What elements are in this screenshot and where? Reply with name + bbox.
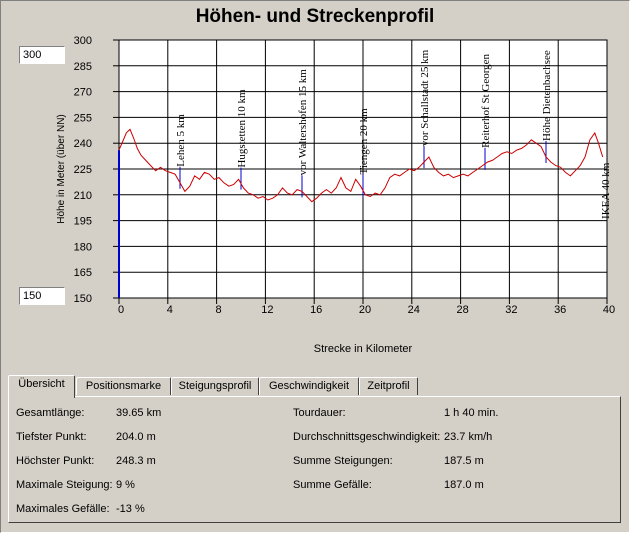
marker-label: Tiengen 20 km <box>358 108 370 175</box>
y-tick-label: 300 <box>74 35 92 47</box>
y-tick-label: 225 <box>74 164 92 176</box>
marker-label: vor Schallstadt 25 km <box>419 49 431 146</box>
y-tick-label: 195 <box>74 216 92 228</box>
chart-tick-labels: 0 4 8 12 16 20 24 28 32 36 40 300 285 270 255 240 225 210… <box>74 35 615 316</box>
tab-geschwindigkeit[interactable]: Geschwindigkeit <box>259 377 359 395</box>
stat-label: Tiefster Punkt: <box>16 431 87 443</box>
stat-label: Summe Gefälle: <box>293 479 372 491</box>
elevation-chart: 0 4 8 12 16 20 24 28 32 36 40 300 285 270 255 240 225 210… <box>56 35 615 355</box>
chart-grid <box>113 39 608 304</box>
x-tick-label: 36 <box>554 304 566 316</box>
stat-value: 9 % <box>116 479 135 491</box>
stat-label: Durchschnittsgeschwindigkeit: <box>293 431 441 443</box>
x-tick-label: 32 <box>505 304 517 316</box>
marker-label: Lehen 5 km <box>175 114 187 167</box>
y-max-input[interactable]: 300 <box>19 46 65 64</box>
stat-value: 248.3 m <box>116 455 156 467</box>
tab-steigungsprofil[interactable]: Steigungsprofil <box>171 377 259 395</box>
tab-uebersicht[interactable]: Übersicht <box>8 375 75 398</box>
stat-value: 23.7 km/h <box>444 431 493 443</box>
y-tick-label: 255 <box>74 112 92 124</box>
tab-zeitprofil[interactable]: Zeitprofil <box>359 377 418 395</box>
stat-label: Maximale Steigung: <box>16 479 113 491</box>
stat-value: 204.0 m <box>116 431 156 443</box>
stat-value: 187.0 m <box>444 479 484 491</box>
y-axis-label: Höhe in Meter (über NN) <box>56 114 67 223</box>
stat-value: 187.5 m <box>444 455 484 467</box>
tab-positionsmarke[interactable]: Positionsmarke <box>76 377 171 395</box>
x-tick-label: 4 <box>167 304 173 316</box>
x-tick-label: 40 <box>603 304 615 316</box>
stat-label: Maximales Gefälle: <box>16 503 110 515</box>
y-tick-label: 285 <box>74 61 92 73</box>
y-tick-label: 180 <box>74 241 92 253</box>
y-tick-label: 165 <box>74 267 92 279</box>
stat-label: Höchster Punkt: <box>16 455 95 467</box>
marker-label: Reiterhof St Georgen <box>480 53 492 147</box>
page-title: Höhen- und Streckenprofil <box>195 6 435 27</box>
stat-value: -13 % <box>116 503 145 515</box>
stat-value: 39.65 km <box>116 407 162 419</box>
y-tick-label: 210 <box>74 190 92 202</box>
overview-panel <box>8 396 621 523</box>
x-tick-label: 0 <box>118 304 124 316</box>
x-tick-label: 24 <box>408 304 420 316</box>
marker-label: IKEA 40 km <box>600 162 612 219</box>
marker-label: Höhe Dietenbachsee <box>541 50 553 141</box>
x-axis-label: Strecke in Kilometer <box>314 343 413 355</box>
x-tick-label: 28 <box>456 304 468 316</box>
y-min-input[interactable]: 150 <box>19 287 65 305</box>
x-tick-label: 20 <box>359 304 371 316</box>
elevation-profile-line <box>118 128 604 203</box>
marker-label: vor Waltershofen 15 km <box>297 69 309 176</box>
chart-markers: Lehen 5 km Hugstetten 10 km vor Waltershof… <box>175 49 612 219</box>
x-tick-label: 12 <box>261 304 273 316</box>
stat-value: 1 h 40 min. <box>444 407 499 419</box>
marker-label: Hugstetten 10 km <box>236 89 248 168</box>
x-tick-label: 8 <box>216 304 222 316</box>
stat-label: Summe Steigungen: <box>293 455 393 467</box>
y-tick-label: 150 <box>74 293 92 305</box>
stat-label: Gesamtlänge: <box>16 407 85 419</box>
stat-label: Tourdauer: <box>293 407 346 419</box>
x-tick-label: 16 <box>310 304 322 316</box>
y-tick-label: 270 <box>74 87 92 99</box>
y-tick-label: 240 <box>74 138 92 150</box>
